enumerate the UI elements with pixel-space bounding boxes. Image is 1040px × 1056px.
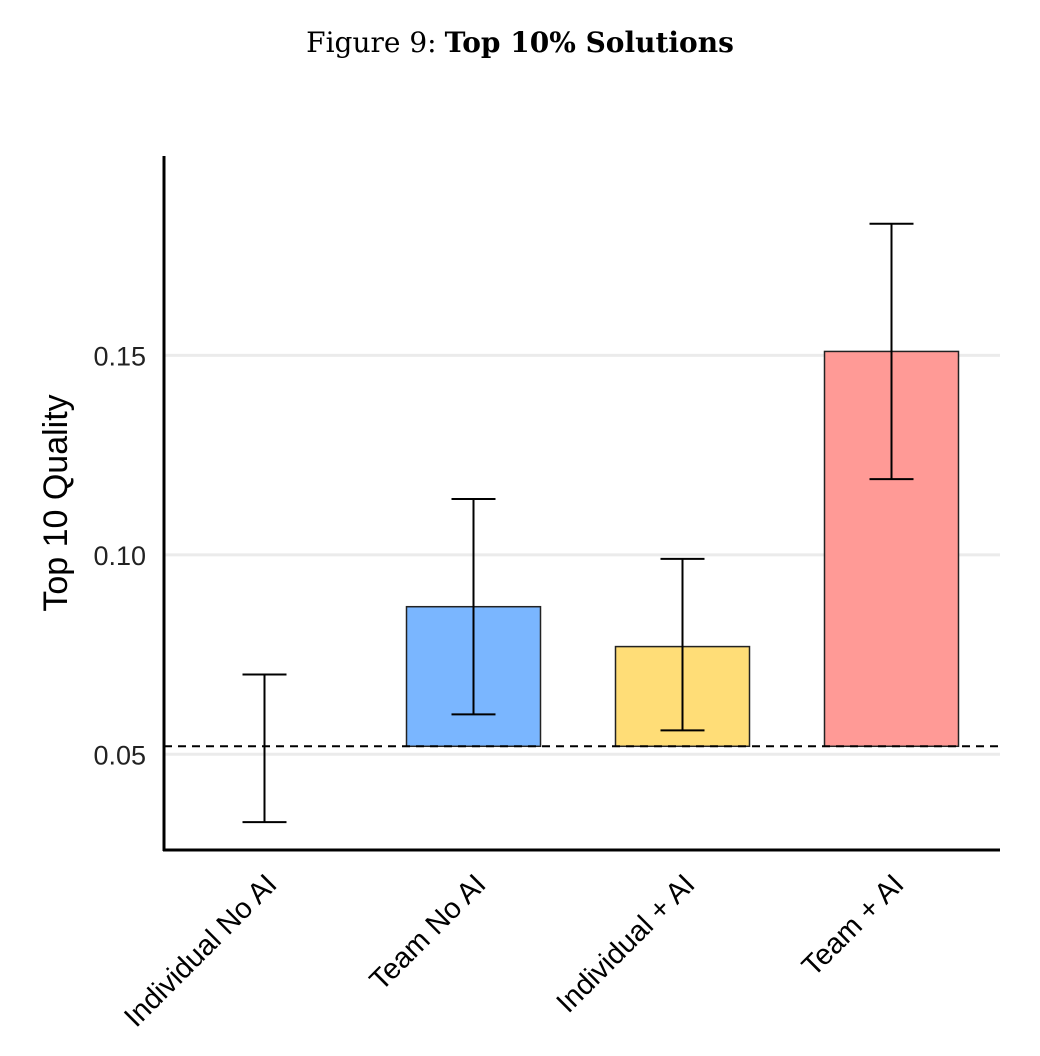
x-category-label: Team + AI [796, 868, 910, 982]
x-category-label: Team No AI [364, 868, 493, 997]
x-category-label: Individual No AI [118, 868, 283, 1033]
y-tick-label: 0.15 [93, 341, 146, 371]
y-tick-label: 0.10 [93, 541, 146, 571]
figure-title: Top 10% Solutions [444, 26, 734, 59]
y-axis-title: Top 10 Quality [37, 394, 75, 611]
x-category-label: Individual + AI [551, 868, 702, 1019]
y-tick-label: 0.05 [93, 740, 146, 770]
figure-number: Figure 9: [306, 26, 437, 59]
figure-caption: Figure 9: Top 10% Solutions [0, 26, 1040, 59]
